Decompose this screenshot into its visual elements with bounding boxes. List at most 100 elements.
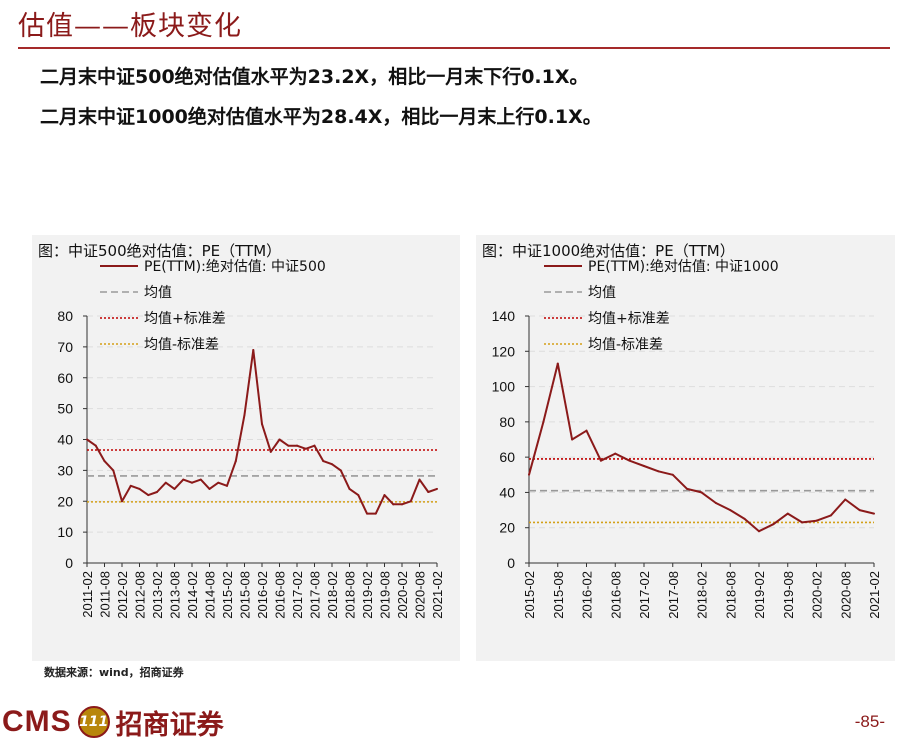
- data-point: [758, 530, 760, 533]
- chart-csi500: 图：中证500绝对估值：PE（TTM） 0 10 20 30 40 50 60 70 80 2011…: [38, 242, 445, 619]
- data-point: [313, 444, 316, 447]
- data-point: [427, 490, 430, 493]
- x-tick-label: 2016-08: [273, 571, 288, 619]
- x-tick-label: 2017-02: [290, 571, 305, 619]
- chart-title: 图：中证500绝对估值：PE（TTM）: [38, 242, 281, 260]
- x-tick-label: 2015-02: [522, 571, 537, 619]
- data-point: [657, 470, 660, 473]
- data-point: [585, 429, 588, 432]
- y-tick-label: 40: [499, 484, 515, 500]
- data-point: [873, 512, 875, 515]
- chart-csi1000: 图：中证1000绝对估值：PE（TTM） 0 20 40 60 80 100 120 140 20…: [482, 242, 882, 619]
- data-point: [94, 444, 97, 447]
- data-point: [700, 491, 703, 494]
- x-tick-label: 2018-02: [325, 571, 340, 619]
- data-point: [614, 452, 617, 455]
- data-point: [599, 459, 602, 462]
- logo-cms-text: CMS: [2, 705, 72, 738]
- data-point: [234, 460, 237, 463]
- x-tick-label: 2020-02: [810, 571, 825, 619]
- x-tick-label: 2013-08: [168, 571, 183, 619]
- x-tick-label: 2012-08: [133, 571, 148, 619]
- data-point: [528, 473, 530, 476]
- page-number: -85-: [854, 712, 885, 731]
- x-tick-label: 2015-02: [220, 571, 235, 619]
- x-tick-label: 2017-08: [308, 571, 323, 619]
- data-point: [571, 438, 574, 441]
- chart-panel-csi500: 图：中证500绝对估值：PE（TTM） 0 10 20 30 40 50 60 70 80 2011…: [32, 235, 460, 661]
- legend-series-label: PE(TTM):绝对估值: 中证500: [144, 259, 326, 275]
- data-point: [786, 512, 789, 515]
- summary-line-2: 二月末中证1000绝对估值水平为28.4X，相比一月末上行0.1X。: [40, 106, 602, 128]
- legend-mean-plus-std-label: 均值+标准差: [588, 311, 670, 327]
- data-point: [287, 444, 290, 447]
- y-tick-label: 50: [57, 401, 73, 417]
- series-line: [528, 362, 875, 533]
- data-point: [156, 490, 158, 493]
- data-point: [686, 487, 689, 490]
- data-point: [261, 423, 263, 426]
- data-point: [86, 438, 88, 441]
- data-point: [138, 487, 141, 490]
- data-point: [103, 460, 106, 463]
- data-point: [366, 512, 368, 515]
- chart-title: 图：中证1000绝对估值：PE（TTM）: [482, 242, 735, 260]
- y-tick-label: 60: [57, 370, 73, 386]
- data-point: [129, 484, 132, 487]
- y-tick-label: 70: [57, 339, 73, 355]
- data-point: [121, 500, 123, 503]
- x-tick-label: 2019-08: [378, 571, 393, 619]
- data-point: [217, 481, 220, 484]
- data-point: [226, 484, 228, 487]
- y-tick-label: 100: [492, 379, 516, 395]
- x-tick-label: 2019-02: [752, 571, 767, 619]
- y-tick-label: 80: [499, 414, 515, 430]
- x-tick-label: 2020-08: [838, 571, 853, 619]
- chart-panel-csi1000: 图：中证1000绝对估值：PE（TTM） 0 20 40 60 80 100 120 140 20…: [476, 235, 895, 661]
- y-tick-label: 10: [57, 524, 73, 540]
- y-tick-label: 80: [57, 308, 73, 324]
- y-tick-label: 20: [57, 493, 73, 509]
- data-point: [815, 519, 818, 522]
- data-point: [208, 487, 211, 490]
- y-tick-label: 40: [57, 432, 73, 448]
- x-tick-label: 2021-02: [867, 571, 882, 619]
- page-title: 估值——板块变化: [18, 11, 242, 42]
- data-point: [418, 478, 421, 481]
- data-point: [801, 521, 804, 524]
- data-point: [339, 469, 342, 472]
- data-point: [252, 348, 255, 351]
- data-point: [147, 494, 150, 497]
- x-tick-label: 2016-02: [580, 571, 595, 619]
- x-tick-label: 2013-02: [150, 571, 165, 619]
- legend-mean-plus-std-label: 均值+标准差: [144, 311, 226, 327]
- x-tick-label: 2020-08: [413, 571, 428, 619]
- y-tick-label: 120: [492, 343, 516, 359]
- x-tick-label: 2020-02: [395, 571, 410, 619]
- data-point: [392, 503, 395, 506]
- x-tick-label: 2015-08: [551, 571, 566, 619]
- x-tick-label: 2014-02: [185, 571, 200, 619]
- data-point: [191, 481, 193, 484]
- y-tick-label: 0: [65, 555, 73, 571]
- data-point: [401, 503, 403, 506]
- y-tick-label: 0: [507, 555, 515, 571]
- x-tick-label: 2011-08: [98, 571, 113, 618]
- data-point: [844, 498, 847, 501]
- x-tick-label: 2018-08: [343, 571, 358, 619]
- x-tick-label: 2017-08: [666, 571, 681, 619]
- data-point: [199, 478, 202, 481]
- data-point: [322, 460, 325, 463]
- logo-badge-icon: 111: [77, 706, 110, 738]
- data-point: [383, 494, 386, 497]
- data-point: [409, 500, 412, 503]
- data-point: [164, 481, 167, 484]
- data-point: [374, 512, 377, 515]
- data-point: [304, 447, 307, 450]
- legend-mean-label: 均值: [588, 285, 616, 301]
- data-point: [173, 487, 176, 490]
- data-point: [556, 362, 559, 365]
- y-tick-label: 20: [499, 520, 515, 536]
- legend-series-label: PE(TTM):绝对估值: 中证1000: [588, 259, 779, 275]
- legend-mean-minus-std-label: 均值-标准差: [588, 337, 663, 353]
